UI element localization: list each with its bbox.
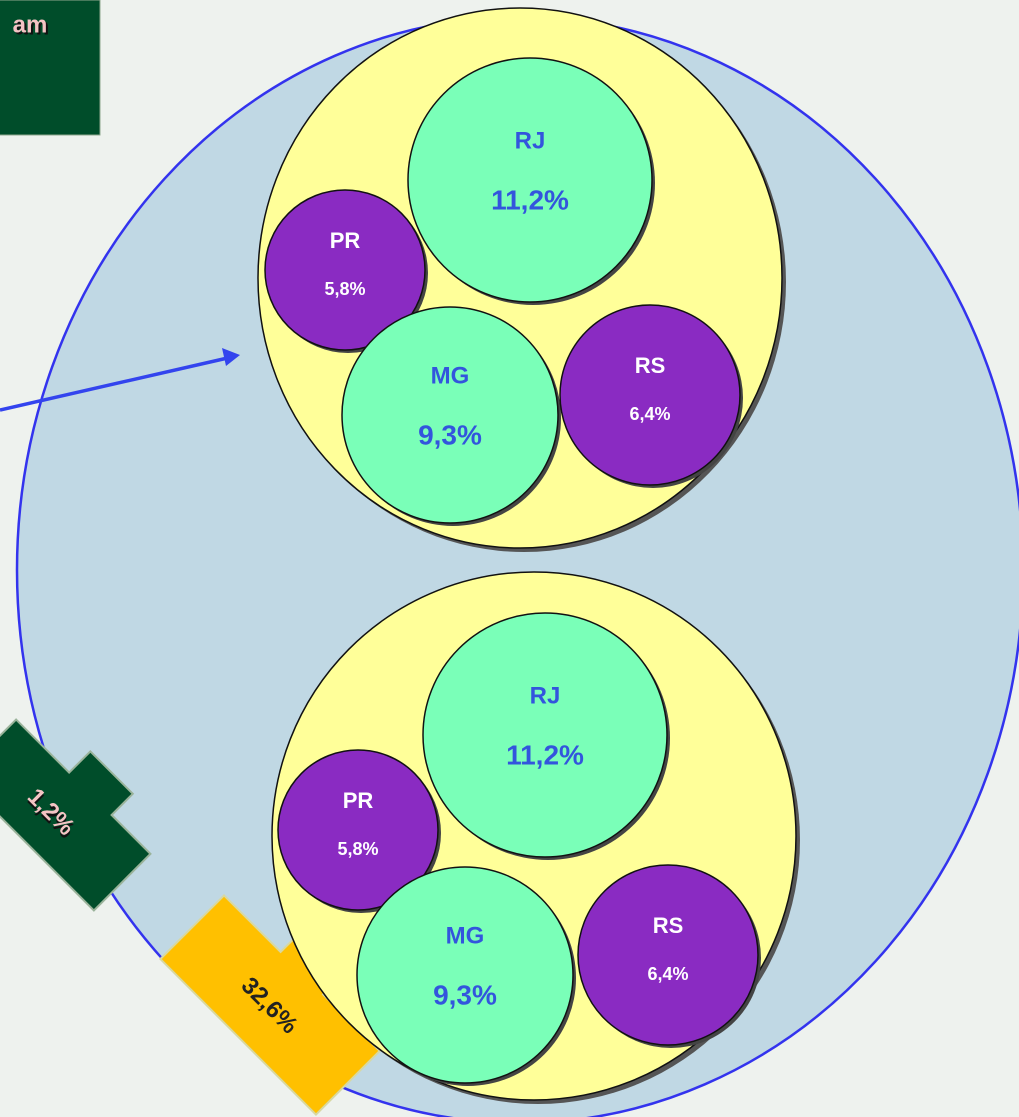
node-value: 9,3% [433,979,497,1010]
node-circle [577,864,759,1046]
header-box [0,0,101,136]
header-shadow: am [15,13,50,40]
arrow-yellow: 32,6% [158,893,382,1117]
node-value: 5,8% [337,839,378,859]
node-label: PR [330,228,361,253]
arrow-shape [158,893,382,1117]
node-circle [264,189,426,351]
node-label: PR [343,788,374,813]
header-title: am [13,11,48,38]
node-value: 6,4% [647,964,688,984]
node-circle [341,306,559,524]
pointer-head [222,348,240,366]
node-value: 5,8% [324,279,365,299]
node-label: MG [431,362,470,389]
node-circle [422,612,668,858]
node-circle [277,749,439,911]
node-value: 6,4% [629,404,670,424]
node-value: 11,2% [506,739,584,770]
pointer-line [0,355,233,412]
node-value: 9,3% [418,419,482,450]
arrow-shape [0,718,152,912]
node-value: 11,2% [491,184,569,215]
node-circle [559,304,741,486]
node-label: RJ [515,127,546,154]
node-label: RJ [530,682,561,709]
node-circle [356,866,574,1084]
node-label: RS [635,353,666,378]
arrow-green: 1,2% 1,2% [0,718,152,912]
node-label: MG [446,922,485,949]
node-label: RS [653,913,684,938]
node-circle [407,57,653,303]
